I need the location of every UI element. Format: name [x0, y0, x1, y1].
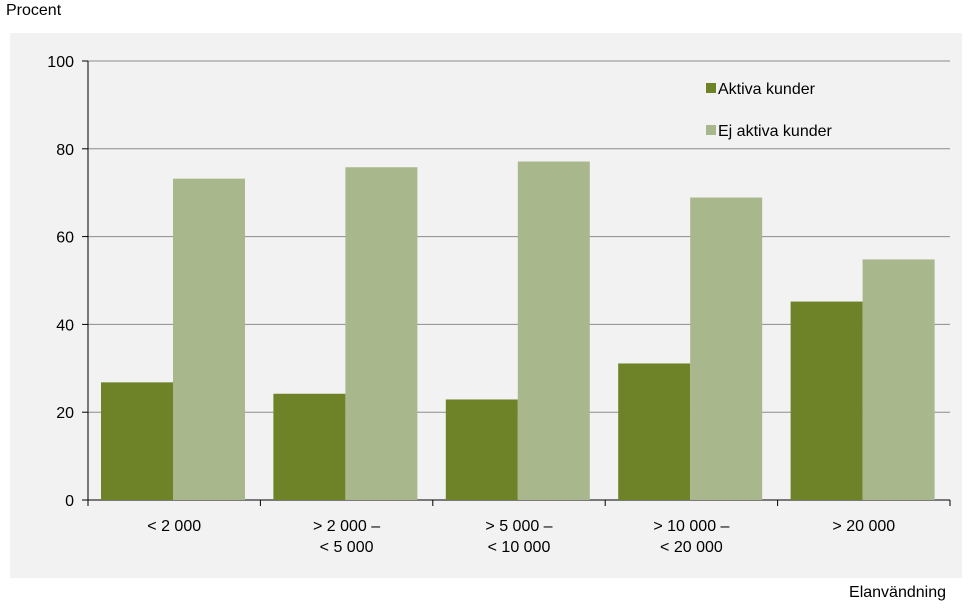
x-tick-label: > 5 000 – [485, 518, 552, 535]
legend-label: Aktiva kunder [718, 81, 816, 98]
y-tick-label: 0 [65, 493, 74, 510]
bar-aktiva-1 [101, 382, 173, 500]
x-tick-label: < 20 000 [660, 539, 723, 556]
y-tick-label: 100 [47, 54, 74, 71]
bar-ej-aktiva-2 [345, 167, 418, 500]
x-tick-label: < 5 000 [320, 539, 374, 556]
x-tick-label: < 10 000 [488, 539, 551, 556]
bar-aktiva-2 [273, 393, 346, 500]
bar-ej-aktiva-1 [173, 178, 245, 501]
x-axis-label: Elanvändning [849, 584, 946, 601]
bar-aktiva-4 [618, 363, 691, 500]
bar-ej-aktiva-4 [690, 197, 763, 501]
x-tick-label: > 2 000 – [313, 518, 380, 535]
y-tick-label: 40 [56, 317, 74, 334]
y-tick-label: 80 [56, 142, 74, 159]
legend-swatch [706, 125, 716, 135]
y-tick-label: 20 [56, 405, 74, 422]
y-tick-label: 60 [56, 230, 74, 247]
bar-aktiva-3 [445, 399, 518, 500]
bar-aktiva-5 [790, 301, 863, 500]
bar-ej-aktiva-5 [862, 259, 935, 500]
x-tick-label: < 2 000 [147, 518, 201, 535]
x-tick-label: > 10 000 – [653, 518, 729, 535]
legend-label: Ej aktiva kunder [718, 123, 833, 140]
bar-ej-aktiva-3 [517, 161, 590, 500]
x-tick-label: > 20 000 [832, 518, 895, 535]
y-axis-label: Procent [6, 2, 62, 19]
legend-swatch [706, 83, 716, 93]
